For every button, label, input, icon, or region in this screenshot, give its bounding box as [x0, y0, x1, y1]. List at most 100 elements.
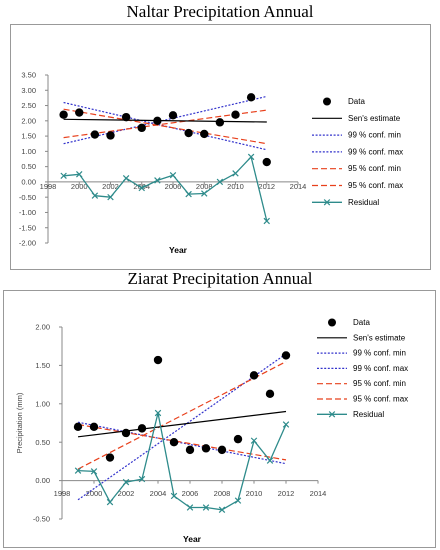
ziarat-residual-marker: [74, 467, 82, 474]
ziarat-x-tick-label: 2008: [214, 489, 231, 498]
naltar-legend: Data Sen's estimate 99 % conf. min 99 % con…: [312, 97, 403, 207]
ziarat-residual-marker: [170, 492, 178, 500]
naltar-y-tick-label: 0.00: [21, 178, 36, 187]
ziarat-legend-label: Residual: [353, 410, 384, 419]
naltar-legend-label: 99 % conf. max: [348, 147, 403, 156]
ziarat-y-tick-label: 1.50: [35, 361, 50, 370]
ziarat-data-point: [217, 445, 227, 455]
naltar-series-residual: [63, 155, 268, 222]
naltar-data-point: [106, 131, 115, 140]
naltar-residual-marker: [169, 171, 177, 179]
naltar-x-tick-label: 2010: [227, 182, 244, 191]
ziarat-y-tick-label: 2.00: [35, 323, 50, 332]
ziarat-series-99-conf-min: [77, 353, 287, 501]
ziarat-x-axis-label: Year: [183, 534, 202, 544]
naltar-x-tick-label: 2004: [133, 182, 150, 191]
naltar-y-tick-label: 3.00: [21, 86, 36, 95]
naltar-data-point: [262, 157, 271, 167]
ziarat-data-point: [249, 371, 259, 380]
ziarat-residual-marker: [90, 468, 98, 475]
ziarat-data-point: [121, 428, 131, 438]
ziarat-data-point: [201, 444, 211, 453]
ziarat-data-point: [185, 445, 195, 455]
naltar-residual-marker: [185, 190, 192, 198]
ziarat-residual-marker: [202, 504, 210, 511]
ziarat-data-point: [89, 422, 99, 432]
naltar-residual-marker: [91, 192, 99, 199]
naltar-data-point: [246, 93, 256, 102]
naltar-legend-label: Data: [348, 97, 365, 106]
naltar-x-tick-label: 2002: [102, 182, 119, 191]
naltar-residual-marker: [216, 178, 224, 186]
ziarat-x-tick-label: 2012: [278, 489, 295, 498]
naltar-residual-marker: [138, 184, 145, 192]
naltar-x-tick-label: 2012: [258, 182, 275, 191]
ziarat-legend-label: 99 % conf. max: [353, 364, 408, 373]
ziarat-y-tick-label: 1.00: [35, 399, 50, 408]
ziarat-data-point: [169, 438, 179, 447]
naltar-data-point: [137, 123, 146, 133]
ziarat-data-point: [137, 424, 147, 433]
naltar-y-tick-label: 2.50: [21, 101, 36, 110]
ziarat-legend-residual-marker: [328, 411, 336, 418]
ziarat-series-99-conf-max: [77, 421, 287, 465]
ziarat-legend-label: 95 % conf. min: [353, 379, 406, 388]
ziarat-x-tick-label: 2000: [86, 489, 103, 498]
naltar-data-point: [200, 129, 209, 139]
naltar-residual-marker: [247, 153, 255, 161]
naltar-x-tick-label: 2000: [71, 182, 88, 191]
ziarat-y-tick-label: 0.00: [35, 476, 50, 485]
naltar-series-95-conf-min: [63, 109, 267, 139]
naltar-x-tick-label: 1998: [40, 182, 57, 191]
naltar-data-point: [59, 110, 68, 119]
ziarat-residual-marker: [266, 457, 274, 464]
ziarat-residual-marker: [218, 506, 226, 514]
ziarat-x-tick-label: 2002: [118, 489, 135, 498]
ziarat-x-tick-label: 2014: [310, 489, 327, 498]
naltar-legend-swatch-data: [323, 97, 331, 106]
naltar-y-tick-label: 2.00: [21, 116, 36, 125]
naltar-data-point: [231, 110, 240, 119]
naltar-data-point: [153, 116, 162, 126]
naltar-y-tick-label: 1.50: [21, 132, 36, 141]
ziarat-data-point: [233, 434, 243, 444]
ziarat-residual-marker: [186, 504, 194, 511]
naltar-data-point: [215, 118, 225, 127]
ziarat-data-point: [265, 389, 275, 399]
naltar-residual-marker: [201, 190, 208, 197]
naltar-series-95-conf-max: [63, 108, 267, 145]
naltar-residual-marker: [154, 177, 161, 184]
ziarat-y-tick-label: -0.50: [33, 515, 50, 524]
ziarat-x-tick-label: 2006: [182, 489, 199, 498]
chart-title-ziarat: Ziarat Precipitation Annual: [127, 269, 313, 288]
chart-title-naltar: Naltar Precipitation Annual: [126, 2, 314, 21]
ziarat-series-95-conf-min: [77, 361, 287, 470]
naltar-residual-marker: [107, 193, 114, 201]
naltar-y-tick-label: -0.50: [19, 193, 36, 202]
ziarat-residual-marker: [138, 475, 146, 483]
ziarat-x-tick-label: 2004: [150, 489, 167, 498]
ziarat-residual-marker: [122, 478, 130, 486]
naltar-legend-label: 99 % conf. min: [348, 131, 401, 140]
ziarat-data-point: [73, 422, 83, 432]
naltar-residual-marker: [60, 172, 67, 180]
ziarat-legend-label: 95 % conf. max: [353, 395, 408, 404]
naltar-residual-marker: [76, 171, 83, 178]
ziarat-series-sen-s-estimate: [77, 410, 287, 438]
ziarat-legend-label: Sen's estimate: [353, 333, 406, 342]
ziarat-x-tick-label: 1998: [54, 489, 71, 498]
ziarat-series-residual: [77, 412, 287, 511]
naltar-y-tick-label: 3.50: [21, 71, 36, 80]
naltar-legend-label: 95 % conf. max: [348, 181, 403, 190]
ziarat-residual-marker: [234, 497, 242, 504]
naltar-data-point: [168, 111, 178, 120]
ziarat-chart: 2.00 1.50 1.00 0.50 0.00 -0.50 1998 2000 2002 200…: [15, 318, 408, 544]
chart-frame-naltar: [10, 24, 431, 270]
naltar-series-sen-s-estimate: [63, 118, 267, 123]
ziarat-y-tick-label: 0.50: [35, 438, 50, 447]
ziarat-residual-marker: [282, 421, 290, 428]
naltar-legend-label: Residual: [348, 198, 379, 207]
naltar-data-point: [184, 128, 193, 138]
naltar-residual-marker: [122, 175, 130, 182]
ziarat-data-point: [281, 351, 291, 360]
